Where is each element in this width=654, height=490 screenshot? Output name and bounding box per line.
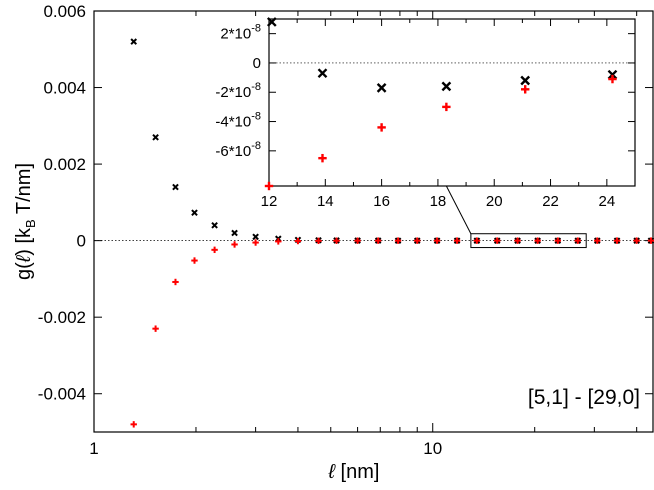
y-tick-label: 0 [77,232,86,251]
inset-data-point-black [317,68,328,79]
x-tick-label: 1 [89,439,98,458]
data-point-black [152,133,159,141]
data-point-red [613,237,621,244]
y-axis-label-prefix: g( [13,262,35,280]
data-point-red [152,325,159,332]
data-point-red [414,237,421,244]
data-point-red [354,237,361,244]
y-axis-label: g(ℓ) [kB T/nm] [13,163,38,280]
main-plot-frame [93,10,654,433]
x-axis-label-unit: [nm] [335,461,379,483]
inset-x-tick-label: 14 [317,193,334,210]
inset-x-tick-label: 12 [261,193,278,210]
inset-y-tick-label: -2*10-8 [215,81,261,101]
data-point-red [433,237,441,244]
inset-data-point-black [266,17,277,27]
data-point-red [554,237,562,244]
data-point-black [172,183,179,191]
inset-y-tick-label: 0 [253,55,261,72]
y-axis-label-mid: ) [k [13,227,35,256]
inset-x-tick-label: 22 [542,193,559,210]
data-point-red [534,237,541,244]
inset-data-point-black [607,69,618,80]
inset-data-point-red [521,85,530,94]
data-point-black [211,222,218,229]
data-point-red [231,241,238,248]
y-axis-label-symbol: ℓ [13,254,35,263]
data-point-red [494,237,501,244]
inset-y-tick-label: -4*10-8 [215,111,261,131]
data-point-red [294,237,302,245]
y-tick-label: -0.002 [38,308,86,327]
inset-data-marks [264,17,618,191]
main-data-marks [130,38,654,428]
y-tick-label: 0.006 [43,2,86,21]
y-axis-label-sub: B [23,219,38,228]
inset-data-point-red [377,123,386,132]
inset-x-tick-label: 20 [486,193,503,210]
data-point-black [191,209,198,217]
y-tick-label: -0.004 [38,385,86,404]
zoom-connector-line [445,185,472,234]
y-tick-label: 0.002 [43,155,86,174]
data-point-red [130,421,137,428]
data-point-red [315,237,322,245]
inset-x-tick-label: 16 [373,193,390,210]
inset-plot-frame [268,18,636,187]
x-tick-label: 10 [423,439,442,458]
data-point-red [211,246,218,254]
data-point-red [191,257,198,264]
chart-annotation: [5,1] - [29,0] [528,386,640,409]
inset-data-point-red [264,181,274,191]
data-point-red [647,237,654,244]
inset-x-tick-label: 18 [430,193,447,210]
data-point-black [252,233,259,241]
y-axis-label-suffix: T/nm] [13,163,35,219]
inset-data-point-black [441,81,452,92]
data-point-red [633,237,640,244]
inset-data-point-red [442,102,451,112]
data-point-red [252,239,259,246]
inset-x-tick-label: 24 [599,193,616,210]
data-point-red [594,237,601,244]
inset-data-point-black [376,83,387,93]
data-point-red [574,237,581,244]
data-point-red [172,278,179,286]
inset-data-point-black [520,75,531,86]
y-tick-label: 0.004 [43,79,86,98]
x-axis-label: ℓ [nm] [328,461,380,483]
inset-y-tick-label: 2*10-8 [220,23,261,43]
data-point-red [453,237,461,244]
data-point-red [473,237,481,244]
data-point-red [333,237,340,244]
data-point-red [374,237,382,244]
data-point-red [514,237,521,244]
inset-data-point-red [318,153,327,163]
inset-background [269,19,635,186]
data-point-black [231,229,238,237]
data-point-black [130,38,138,45]
inset-y-tick-label: -6*10-8 [215,140,261,160]
data-point-red [394,237,402,244]
zoom-box-group [445,185,587,249]
zoom-box [470,233,587,249]
inset-data-point-red [608,74,617,84]
x-axis-label-symbol: ℓ [328,461,337,483]
data-point-red [275,238,282,245]
main-ticks: -0.004 -0.002 0 0.002 0.004 0.006 1 10 [38,2,653,458]
inset-ticks: 2*10-8 0 -2*10-8 -4*10-8 -6*10-8 12 14 16 18 20 22… [215,19,635,210]
